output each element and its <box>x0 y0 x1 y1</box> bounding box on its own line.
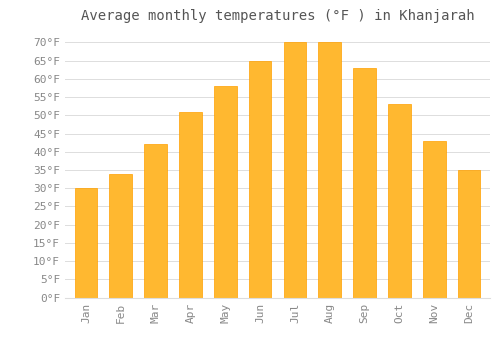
Bar <box>249 61 272 298</box>
Bar <box>388 104 410 298</box>
Bar <box>284 42 306 298</box>
Bar <box>74 188 97 298</box>
Bar <box>458 170 480 298</box>
Bar <box>354 68 376 298</box>
Bar <box>110 174 132 298</box>
Bar <box>423 141 446 298</box>
Bar <box>318 42 341 298</box>
Bar <box>144 145 167 298</box>
Title: Average monthly temperatures (°F ) in Khanjarah: Average monthly temperatures (°F ) in Kh… <box>80 9 474 23</box>
Bar <box>179 112 202 298</box>
Bar <box>214 86 236 298</box>
